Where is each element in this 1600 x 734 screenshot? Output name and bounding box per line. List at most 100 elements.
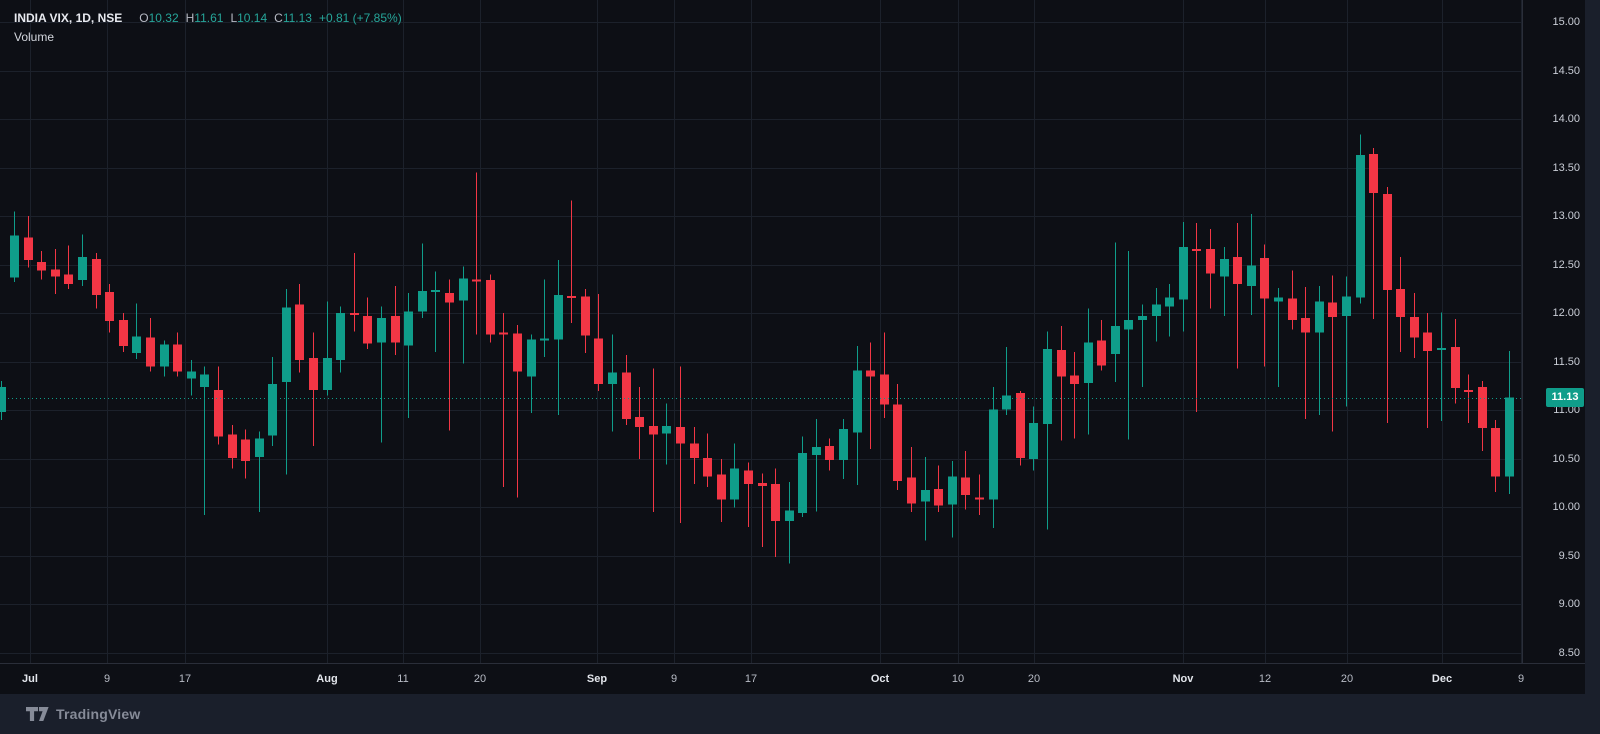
candle-up[interactable]: [662, 425, 671, 434]
price-axis[interactable]: 11.13 15.00 14.50 14.00 13.50 13.00 12.50 12.0…: [1522, 0, 1585, 694]
candle-down[interactable]: [1206, 249, 1215, 274]
candle-up[interactable]: [527, 339, 536, 377]
time-axis[interactable]: Jul 9 17 Aug 11 20 Sep 9 17 Oct 10 20 Nov 12 20 Dec 9: [0, 663, 1585, 694]
candle-down[interactable]: [1451, 347, 1460, 388]
candle-down[interactable]: [363, 316, 372, 344]
candle-down[interactable]: [1233, 256, 1242, 285]
candle-up[interactable]: [1505, 397, 1514, 477]
candle-down[interactable]: [309, 357, 318, 390]
candle-down[interactable]: [690, 443, 699, 458]
candle-down[interactable]: [391, 316, 400, 343]
candle-up[interactable]: [0, 387, 6, 413]
candle-down[interactable]: [1491, 427, 1500, 477]
candle-up[interactable]: [853, 370, 862, 433]
candle-down[interactable]: [105, 291, 114, 321]
candle-down[interactable]: [214, 389, 223, 437]
candle-down[interactable]: [975, 497, 984, 500]
candle-down[interactable]: [472, 279, 481, 282]
candle-up[interactable]: [1315, 301, 1324, 333]
candle-down[interactable]: [771, 484, 780, 521]
candle-up[interactable]: [268, 384, 277, 436]
candle-up[interactable]: [1124, 320, 1133, 330]
candle-up[interactable]: [187, 371, 196, 379]
candle-up[interactable]: [1138, 316, 1147, 321]
candle-up[interactable]: [282, 307, 291, 383]
candle-up[interactable]: [1084, 342, 1093, 384]
candle-down[interactable]: [758, 483, 767, 487]
candlestick-canvas[interactable]: [0, 0, 1522, 663]
candle-down[interactable]: [1016, 392, 1025, 458]
candle-up[interactable]: [1111, 325, 1120, 355]
candle-down[interactable]: [893, 404, 902, 482]
candle-down[interactable]: [1192, 249, 1201, 252]
candle-up[interactable]: [1437, 348, 1446, 351]
candle-up[interactable]: [554, 294, 563, 340]
candle-up[interactable]: [1342, 296, 1351, 317]
candle-down[interactable]: [676, 426, 685, 444]
candle-up[interactable]: [1220, 258, 1229, 277]
candle-up[interactable]: [132, 336, 141, 354]
candle-up[interactable]: [336, 313, 345, 360]
candle-up[interactable]: [1029, 422, 1038, 459]
candle-up[interactable]: [1274, 297, 1283, 302]
candle-up[interactable]: [404, 311, 413, 346]
candle-down[interactable]: [1260, 257, 1269, 299]
candle-down[interactable]: [119, 320, 128, 347]
candle-down[interactable]: [1070, 375, 1079, 385]
candle-up[interactable]: [812, 447, 821, 455]
candle-down[interactable]: [1478, 387, 1487, 428]
candle-down[interactable]: [825, 446, 834, 460]
candle-up[interactable]: [160, 344, 169, 367]
candle-down[interactable]: [51, 269, 60, 277]
candle-down[interactable]: [1057, 350, 1066, 377]
candle-down[interactable]: [173, 344, 182, 372]
candle-up[interactable]: [1165, 297, 1174, 307]
candle-down[interactable]: [649, 425, 658, 435]
candle-up[interactable]: [1247, 265, 1256, 287]
candle-down[interactable]: [1396, 288, 1405, 318]
candle-up[interactable]: [1152, 304, 1161, 317]
candle-down[interactable]: [499, 332, 508, 335]
candle-down[interactable]: [717, 474, 726, 500]
symbol-title[interactable]: INDIA VIX, 1D, NSE: [14, 11, 123, 25]
candle-up[interactable]: [323, 357, 332, 390]
candle-down[interactable]: [1097, 340, 1106, 366]
candle-up[interactable]: [730, 468, 739, 500]
candle-up[interactable]: [10, 235, 19, 278]
candle-up[interactable]: [839, 428, 848, 460]
candle-down[interactable]: [92, 258, 101, 295]
candle-up[interactable]: [431, 289, 440, 292]
candle-down[interactable]: [1410, 317, 1419, 338]
candle-down[interactable]: [1288, 298, 1297, 321]
candle-down[interactable]: [744, 470, 753, 485]
candle-down[interactable]: [934, 488, 943, 506]
candle-up[interactable]: [785, 510, 794, 521]
tradingview-logo[interactable]: TradingView: [26, 706, 140, 722]
candle-up[interactable]: [798, 453, 807, 514]
candle-up[interactable]: [989, 409, 998, 500]
candle-down[interactable]: [64, 274, 73, 285]
candle-down[interactable]: [961, 477, 970, 495]
candle-down[interactable]: [350, 313, 359, 316]
candle-down[interactable]: [594, 338, 603, 385]
candle-down[interactable]: [1369, 154, 1378, 193]
candle-up[interactable]: [608, 372, 617, 385]
candle-down[interactable]: [907, 477, 916, 504]
candle-up[interactable]: [255, 438, 264, 457]
candle-down[interactable]: [703, 457, 712, 477]
candle-up[interactable]: [200, 374, 209, 388]
candle-down[interactable]: [228, 434, 237, 458]
candle-down[interactable]: [635, 417, 644, 427]
candle-up[interactable]: [1002, 395, 1011, 410]
candle-down[interactable]: [1383, 193, 1392, 290]
candle-up[interactable]: [418, 290, 427, 312]
candle-down[interactable]: [1328, 302, 1337, 318]
candle-down[interactable]: [241, 439, 250, 461]
candle-down[interactable]: [567, 295, 576, 298]
candle-down[interactable]: [866, 370, 875, 377]
candle-down[interactable]: [146, 337, 155, 367]
volume-indicator-label[interactable]: Volume: [14, 30, 55, 44]
candle-down[interactable]: [622, 372, 631, 420]
candle-down[interactable]: [486, 280, 495, 335]
candle-up[interactable]: [1043, 349, 1052, 424]
